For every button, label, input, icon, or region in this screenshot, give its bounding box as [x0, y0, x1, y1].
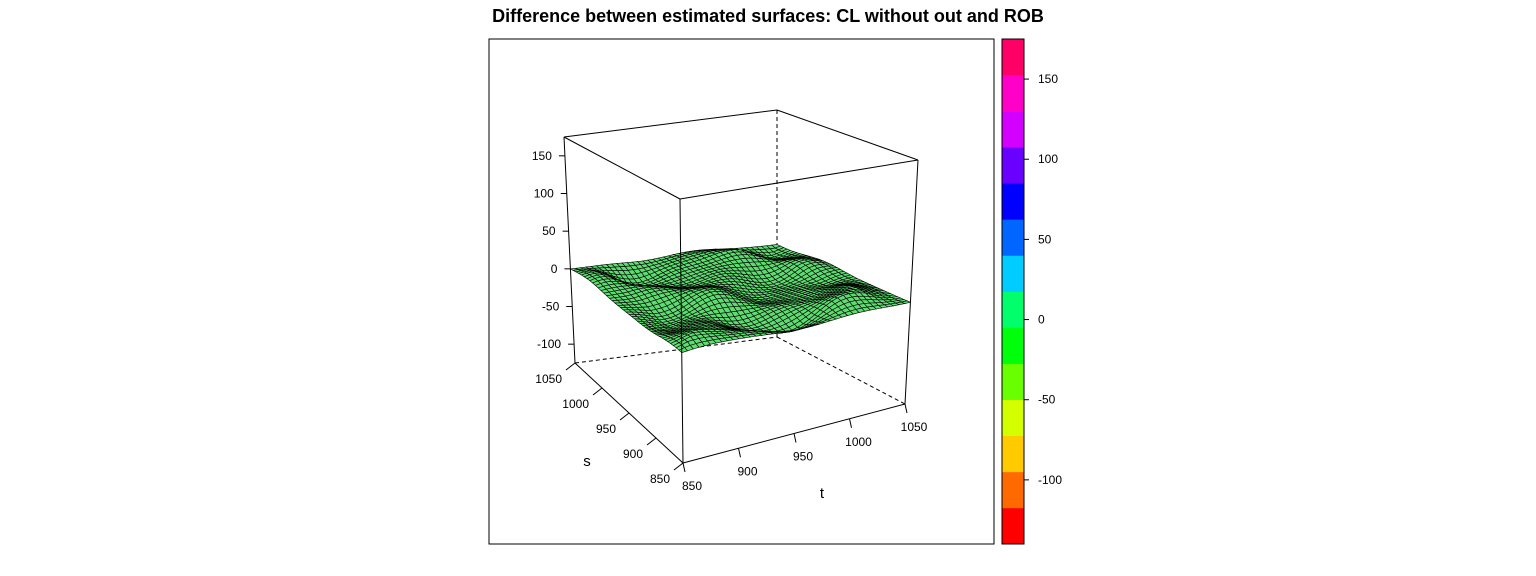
t-axis-tick — [793, 433, 797, 443]
colorbar-tick-label: -50 — [1038, 393, 1056, 407]
box-edge-back-bottom-left — [574, 336, 778, 364]
s-axis-tick-label: 1000 — [562, 397, 589, 411]
colorbar-tick-label: 50 — [1038, 232, 1052, 246]
z-axis-tick-label: 50 — [542, 224, 556, 238]
s-axis-tick — [565, 362, 576, 371]
s-axis-tick — [673, 462, 684, 471]
box-edge-top-front-right — [679, 159, 919, 200]
colorbar-segment — [1002, 147, 1024, 184]
colorbar-tick-label: 100 — [1038, 152, 1058, 166]
colorbar-tick-label: 0 — [1038, 313, 1045, 327]
z-axis-tick-label: 150 — [532, 149, 552, 163]
chart-title: Difference between estimated surfaces: C… — [492, 6, 1044, 26]
s-axis-tick-label: 950 — [596, 422, 616, 436]
t-axis-tick — [904, 403, 908, 414]
colorbar-segment — [1002, 75, 1024, 112]
s-axis-tick-label: 850 — [650, 472, 670, 486]
z-axis-tick-label: 0 — [551, 262, 558, 276]
colorbar-segment — [1002, 471, 1024, 509]
colorbar-segment — [1002, 327, 1024, 364]
s-axis-tick — [592, 387, 603, 396]
difference-surface — [569, 244, 912, 354]
colorbar-segment — [1002, 183, 1024, 220]
box-edge-front-vertical — [679, 198, 684, 464]
s-axis-tick-label: 900 — [623, 447, 643, 461]
t-axis-label: t — [820, 485, 825, 502]
colorbar-segment — [1002, 363, 1024, 401]
t-axis-tick-label: 850 — [682, 479, 702, 493]
s-axis-tick-label: 1050 — [535, 372, 562, 386]
box-edge-top-back-left — [563, 109, 778, 138]
colorbar-tick-label: 150 — [1038, 72, 1058, 86]
colorbar-segment — [1002, 399, 1024, 437]
box-edge-left-vertical — [563, 136, 576, 364]
colorbar — [1002, 39, 1024, 545]
colorbar-segment — [1002, 111, 1024, 148]
z-axis-tick-label: -100 — [537, 337, 561, 351]
s-axis-label: s — [583, 453, 591, 470]
t-axis-tick — [738, 448, 741, 458]
colorbar-segment — [1002, 507, 1024, 545]
t-axis-tick-label: 1050 — [901, 420, 928, 434]
surface-facet — [678, 347, 689, 354]
colorbar-tick-label: -100 — [1038, 473, 1062, 487]
t-axis-tick-label: 900 — [737, 464, 757, 478]
t-axis-tick-label: 950 — [793, 450, 813, 464]
colorbar-segment — [1002, 219, 1024, 256]
colorbar-ticks: -100 -50 0 50 100 150 — [1024, 72, 1062, 487]
s-axis-tick — [619, 412, 630, 421]
box-edge-top-front-left — [563, 136, 681, 200]
z-axis: -100 -50 0 50 100 150 — [532, 149, 575, 351]
t-axis-tick — [682, 462, 686, 473]
t-axis: 850 900 950 1000 1050 — [682, 403, 928, 493]
colorbar-segment — [1002, 255, 1024, 292]
z-axis-tick-label: -50 — [542, 300, 560, 314]
colorbar-segment — [1002, 435, 1024, 473]
s-axis-tick — [646, 437, 657, 446]
box-edge-top-back-right — [776, 109, 919, 161]
t-axis-tick — [849, 418, 852, 428]
colorbar-segment — [1002, 291, 1024, 328]
box-edge-back-bottom-right — [776, 336, 906, 405]
plot-frame — [488, 38, 995, 545]
box-edge-right-vertical — [904, 159, 919, 405]
z-axis-tick-label: 100 — [534, 187, 554, 201]
colorbar-frame — [1001, 38, 1025, 545]
t-axis-tick-label: 1000 — [845, 435, 872, 449]
colorbar-segment — [1002, 39, 1024, 76]
